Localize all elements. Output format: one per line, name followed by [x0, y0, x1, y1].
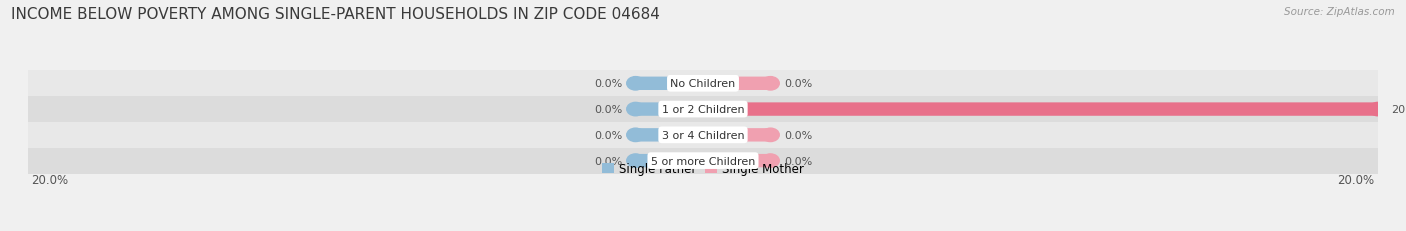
FancyBboxPatch shape	[703, 77, 770, 91]
Text: 1 or 2 Children: 1 or 2 Children	[662, 105, 744, 115]
Text: 20.0%: 20.0%	[1337, 173, 1375, 186]
Circle shape	[695, 129, 711, 142]
FancyBboxPatch shape	[636, 129, 703, 142]
FancyBboxPatch shape	[636, 103, 703, 116]
Circle shape	[762, 154, 779, 168]
Circle shape	[762, 77, 779, 91]
FancyBboxPatch shape	[703, 103, 1378, 116]
Circle shape	[762, 129, 779, 142]
Circle shape	[1369, 103, 1386, 116]
Bar	[28, 97, 1378, 122]
Text: 5 or more Children: 5 or more Children	[651, 156, 755, 166]
Circle shape	[695, 103, 711, 116]
Text: 20.0%: 20.0%	[1392, 105, 1406, 115]
Legend: Single Father, Single Mother: Single Father, Single Mother	[598, 158, 808, 180]
Circle shape	[627, 103, 644, 116]
Circle shape	[627, 154, 644, 168]
Text: Source: ZipAtlas.com: Source: ZipAtlas.com	[1284, 7, 1395, 17]
Bar	[28, 71, 1378, 97]
Text: 0.0%: 0.0%	[593, 156, 621, 166]
Bar	[28, 148, 1378, 174]
Text: 0.0%: 0.0%	[593, 105, 621, 115]
FancyBboxPatch shape	[636, 154, 703, 168]
Circle shape	[695, 77, 711, 91]
FancyBboxPatch shape	[703, 129, 770, 142]
Text: 0.0%: 0.0%	[785, 79, 813, 89]
Bar	[28, 122, 1378, 148]
FancyBboxPatch shape	[703, 154, 770, 168]
Text: No Children: No Children	[671, 79, 735, 89]
Text: INCOME BELOW POVERTY AMONG SINGLE-PARENT HOUSEHOLDS IN ZIP CODE 04684: INCOME BELOW POVERTY AMONG SINGLE-PARENT…	[11, 7, 661, 22]
Text: 0.0%: 0.0%	[593, 79, 621, 89]
Circle shape	[627, 129, 644, 142]
Circle shape	[695, 77, 711, 91]
Text: 3 or 4 Children: 3 or 4 Children	[662, 130, 744, 140]
Circle shape	[695, 103, 711, 116]
Circle shape	[695, 154, 711, 168]
Text: 20.0%: 20.0%	[31, 173, 69, 186]
FancyBboxPatch shape	[636, 77, 703, 91]
Circle shape	[627, 77, 644, 91]
Circle shape	[695, 129, 711, 142]
Circle shape	[695, 154, 711, 168]
Text: 0.0%: 0.0%	[593, 130, 621, 140]
Text: 0.0%: 0.0%	[785, 130, 813, 140]
Text: 0.0%: 0.0%	[785, 156, 813, 166]
